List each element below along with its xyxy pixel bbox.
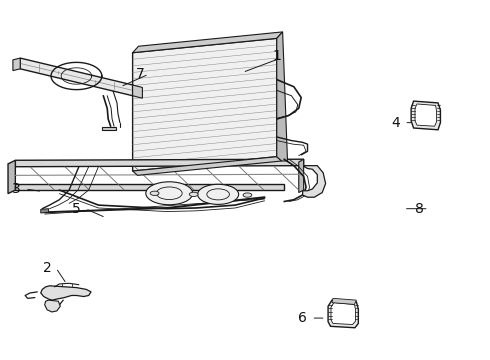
Polygon shape (277, 32, 288, 161)
Ellipse shape (243, 193, 252, 197)
Text: 3: 3 (12, 182, 21, 196)
Ellipse shape (150, 191, 159, 195)
Polygon shape (332, 298, 356, 305)
Polygon shape (15, 159, 304, 167)
Polygon shape (411, 101, 441, 130)
Polygon shape (41, 209, 49, 213)
Polygon shape (299, 159, 304, 193)
Polygon shape (45, 300, 60, 312)
Polygon shape (8, 160, 15, 194)
Text: 2: 2 (43, 261, 51, 275)
Polygon shape (133, 85, 143, 98)
Text: 8: 8 (416, 202, 424, 216)
Polygon shape (133, 39, 277, 171)
Ellipse shape (146, 182, 193, 205)
Text: 5: 5 (72, 202, 81, 216)
Polygon shape (41, 286, 91, 300)
Ellipse shape (189, 192, 198, 197)
Polygon shape (20, 58, 133, 96)
Polygon shape (13, 58, 20, 71)
Text: 7: 7 (136, 67, 145, 81)
Polygon shape (303, 166, 326, 197)
Text: 6: 6 (298, 311, 307, 325)
Text: 4: 4 (391, 116, 400, 130)
Polygon shape (415, 104, 437, 126)
Ellipse shape (197, 184, 239, 204)
Polygon shape (133, 32, 283, 53)
Polygon shape (328, 300, 358, 328)
Polygon shape (133, 157, 282, 175)
Polygon shape (15, 184, 284, 190)
Polygon shape (102, 127, 116, 130)
Text: 1: 1 (272, 49, 281, 63)
Polygon shape (331, 303, 355, 324)
